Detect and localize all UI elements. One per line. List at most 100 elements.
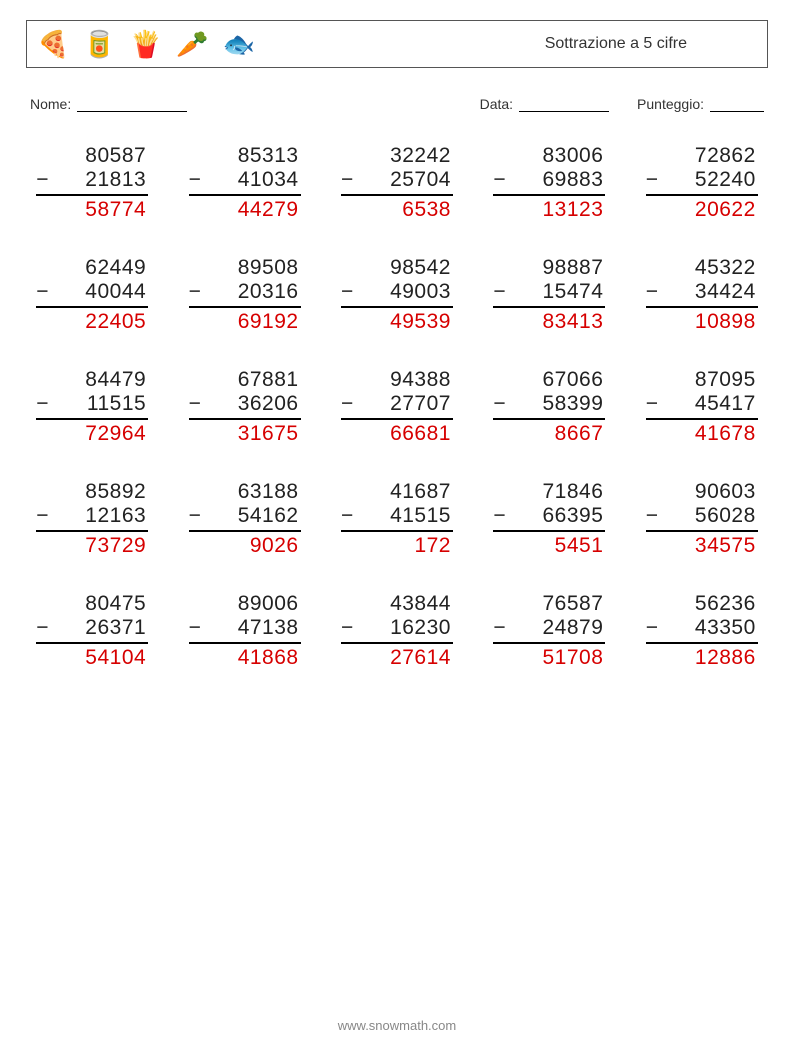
minus-sign: − [646,504,659,528]
subtrahend-row: − 54162 [189,504,301,532]
worksheet-page: 🍕 🥫 🍟 🥕 🐟 Sottrazione a 5 cifre Nome: Da… [0,0,794,1053]
minuend: 85313 [189,144,301,168]
subtrahend: 52240 [695,168,756,192]
date-blank[interactable] [519,98,609,112]
problem: 89508−2031669192 [189,256,301,334]
problem: 71846−663955451 [493,480,605,558]
minus-sign: − [36,392,49,416]
minus-sign: − [341,168,354,192]
subtrahend: 11515 [87,392,146,416]
subtrahend: 54162 [238,504,299,528]
header: 🍕 🥫 🍟 🥕 🐟 Sottrazione a 5 cifre [26,20,768,68]
subtrahend-row: −47138 [189,616,301,644]
minuend: 67066 [493,368,605,392]
answer: 69192 [189,308,301,334]
answer: 49539 [341,308,453,334]
problem: 56236−4335012886 [646,592,758,670]
answer: 41678 [646,420,758,446]
answer: 172 [341,532,453,558]
answer: 54104 [36,644,148,670]
subtrahend: 21813 [85,168,146,192]
subtrahend: 34424 [695,280,756,304]
minuend: 43844 [341,592,453,616]
minuend: 41687 [341,480,453,504]
minus-sign: − [646,616,659,640]
answer: 72964 [36,420,148,446]
minuend: 80475 [36,592,148,616]
subtrahend: 66395 [542,504,603,528]
problem: 41687− 41515 172 [341,480,453,558]
subtrahend-row: −49003 [341,280,453,308]
subtrahend: 41034 [238,168,299,192]
answer: 34575 [646,532,758,558]
minuend: 63188 [189,480,301,504]
minuend: 87095 [646,368,758,392]
minus-sign: − [36,504,49,528]
subtrahend-row: − 56028 [646,504,758,532]
date-label: Data: [480,96,513,112]
subtrahend-row: −27707 [341,392,453,420]
problem: 98542−4900349539 [341,256,453,334]
subtrahend: 69883 [542,168,603,192]
subtrahend: 12163 [85,504,146,528]
subtrahend: 56028 [695,504,756,528]
name-field: Nome: [30,96,187,112]
subtrahend-row: −45417 [646,392,758,420]
subtrahend: 41515 [390,504,451,528]
minuend: 90603 [646,480,758,504]
problem: 32242−257046538 [341,144,453,222]
minuend: 98542 [341,256,453,280]
problem: 67881−3620631675 [189,368,301,446]
minus-sign: − [189,168,202,192]
minuend: 62449 [36,256,148,280]
problem: 72862−5224020622 [646,144,758,222]
minuend: 72862 [646,144,758,168]
score-blank[interactable] [710,98,764,112]
subtrahend: 16230 [390,616,451,640]
answer: 31675 [189,420,301,446]
name-blank[interactable] [77,98,187,112]
subtrahend-row: −40044 [36,280,148,308]
minuend: 45322 [646,256,758,280]
subtrahend: 49003 [390,280,451,304]
minuend: 89508 [189,256,301,280]
minuend: 94388 [341,368,453,392]
answer: 9026 [189,532,301,558]
answer: 41868 [189,644,301,670]
minus-sign: − [646,168,659,192]
jar-icon: 🥫 [83,31,115,57]
subtrahend-row: −24879 [493,616,605,644]
answer: 8667 [493,420,605,446]
minuend: 80587 [36,144,148,168]
subtrahend-row: −15474 [493,280,605,308]
answer: 6538 [341,196,453,222]
pizza-icon: 🍕 [37,31,69,57]
answer: 10898 [646,308,758,334]
answer: 73729 [36,532,148,558]
subtrahend-row: −21813 [36,168,148,196]
subtrahend-row: −26371 [36,616,148,644]
minus-sign: − [341,616,354,640]
answer: 22405 [36,308,148,334]
subtrahend: 24879 [542,616,603,640]
minus-sign: − [189,392,202,416]
answer: 51708 [493,644,605,670]
subtrahend: 27707 [390,392,451,416]
problem: 80587−2181358774 [36,144,148,222]
subtrahend-row: −66395 [493,504,605,532]
minus-sign: − [189,504,202,528]
minus-sign: − [36,616,49,640]
answer: 5451 [493,532,605,558]
header-icons: 🍕 🥫 🍟 🥕 🐟 [37,31,255,57]
subtrahend-row: −25704 [341,168,453,196]
answer: 44279 [189,196,301,222]
minus-sign: − [646,392,659,416]
answer: 58774 [36,196,148,222]
name-label: Nome: [30,96,71,112]
minuend: 76587 [493,592,605,616]
problem: 83006−6988313123 [493,144,605,222]
problem: 76587−2487951708 [493,592,605,670]
minus-sign: − [341,504,354,528]
problem: 85313− 41034 44279 [189,144,301,222]
minus-sign: − [646,280,659,304]
